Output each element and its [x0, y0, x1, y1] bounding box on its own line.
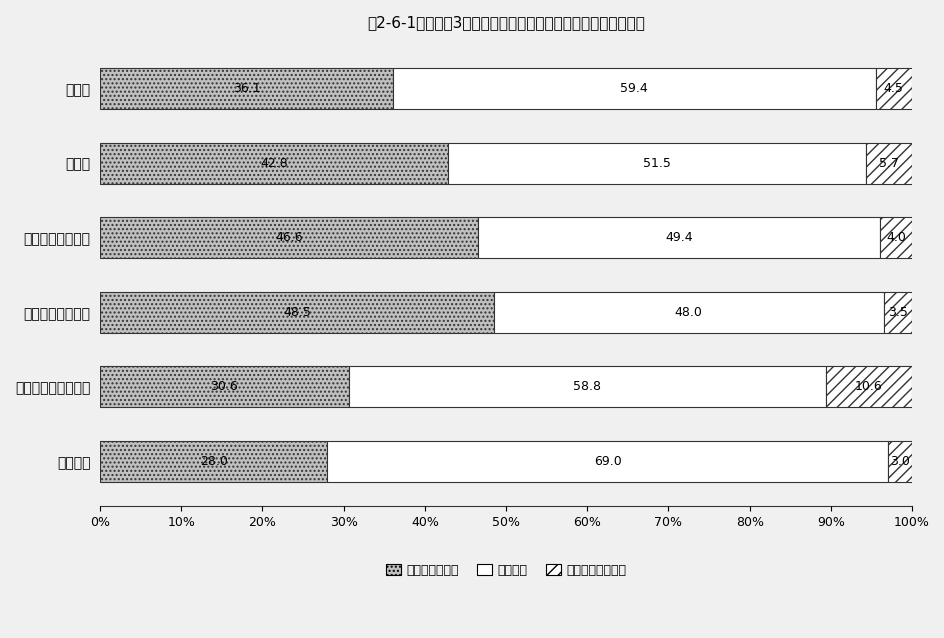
Text: 4.0: 4.0 — [885, 231, 904, 244]
Bar — [100, 217, 478, 258]
Bar — [865, 142, 911, 184]
Text: 30.6: 30.6 — [211, 380, 238, 394]
Title: 第2-6-1図　今後3年間の団塊世代の退職による影響（産業別）: 第2-6-1図 今後3年間の団塊世代の退職による影響（産業別） — [367, 15, 645, 30]
Text: 49.4: 49.4 — [665, 231, 692, 244]
Text: 3.0: 3.0 — [889, 455, 909, 468]
Bar — [100, 142, 447, 184]
Text: 46.6: 46.6 — [276, 231, 303, 244]
Text: 51.5: 51.5 — [642, 156, 670, 170]
Bar — [100, 292, 494, 333]
Bar — [393, 68, 874, 109]
Text: 58.8: 58.8 — [573, 380, 600, 394]
Bar — [100, 441, 328, 482]
Bar — [886, 441, 911, 482]
Text: 3.5: 3.5 — [887, 306, 907, 319]
Legend: 不足感が強まる, 影響なし, 過剰感が解消する: 不足感が強まる, 影響なし, 過剰感が解消する — [380, 559, 631, 582]
Text: 48.5: 48.5 — [283, 306, 311, 319]
Bar — [447, 142, 865, 184]
Text: 5.7: 5.7 — [878, 156, 898, 170]
Text: 69.0: 69.0 — [593, 455, 621, 468]
Bar — [328, 441, 886, 482]
Bar — [494, 292, 883, 333]
Bar — [825, 366, 911, 408]
Bar — [100, 68, 393, 109]
Bar — [348, 366, 825, 408]
Text: 42.8: 42.8 — [260, 156, 287, 170]
Bar — [879, 217, 911, 258]
Bar — [874, 68, 911, 109]
Text: 4.5: 4.5 — [883, 82, 902, 95]
Text: 28.0: 28.0 — [199, 455, 228, 468]
Text: 59.4: 59.4 — [620, 82, 648, 95]
Text: 36.1: 36.1 — [232, 82, 261, 95]
Bar — [100, 366, 348, 408]
Bar — [478, 217, 879, 258]
Bar — [883, 292, 911, 333]
Text: 48.0: 48.0 — [674, 306, 702, 319]
Text: 10.6: 10.6 — [854, 380, 882, 394]
